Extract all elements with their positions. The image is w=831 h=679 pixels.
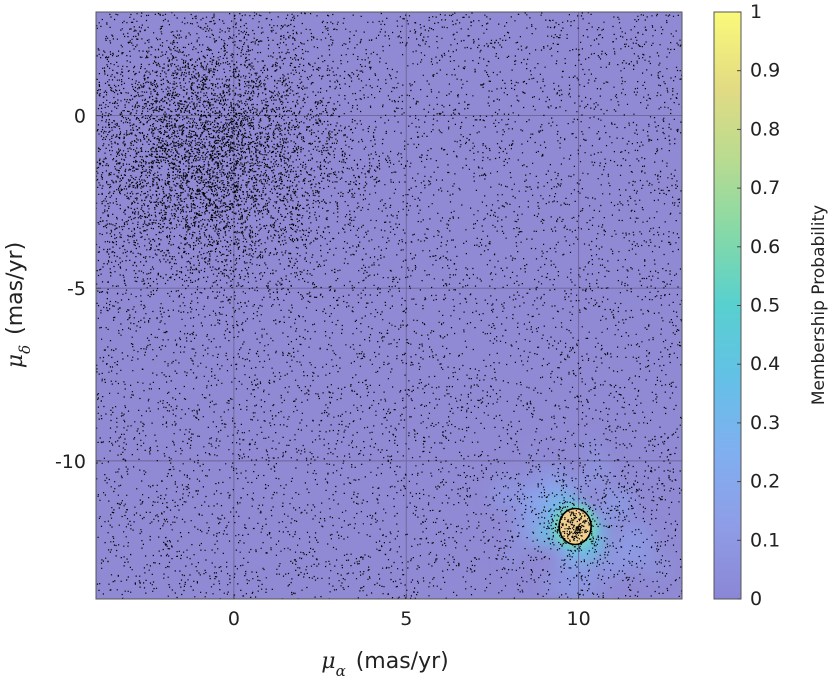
y-tick-label: -10 xyxy=(55,451,86,473)
colorbar-tick-label: 1 xyxy=(750,1,762,23)
colorbar-tick-label: 0.7 xyxy=(750,177,780,199)
y-tick-label: -5 xyxy=(67,278,86,300)
colorbar: 0 0.1 0.2 0.3 0.4 0.5 0.6 0.7 0.8 0.9 1 Membership… xyxy=(713,1,829,610)
cluster-contour xyxy=(558,507,592,546)
plot-area xyxy=(95,11,683,600)
colorbar-tick-label: 0 xyxy=(750,588,762,610)
x-tick-label: 10 xyxy=(566,608,590,630)
colorbar-tick-label: 0.1 xyxy=(750,529,780,551)
y-axis-ticks: 0 -5 -10 xyxy=(55,106,101,473)
x-axis-symbol: μ xyxy=(321,649,335,674)
x-axis-label: μα (mas/yr) xyxy=(321,649,448,679)
grid-lines xyxy=(96,12,682,599)
y-tick-label: 0 xyxy=(74,106,86,128)
colorbar-tick-label: 0.5 xyxy=(750,295,780,317)
x-tick-label: 5 xyxy=(400,608,412,630)
star-points xyxy=(96,12,682,599)
x-axis-subscript: α xyxy=(336,662,346,679)
plot-frame xyxy=(95,11,683,600)
colorbar-ticks: 0 0.1 0.2 0.3 0.4 0.5 0.6 0.7 0.8 0.9 1 xyxy=(737,1,780,610)
x-axis-units: (mas/yr) xyxy=(356,649,449,674)
colorbar-tick-label: 0.9 xyxy=(750,60,780,82)
y-axis-units: (mas/yr) xyxy=(3,242,28,335)
x-axis-ticks: 0 5 10 xyxy=(228,594,591,630)
colorbar-label: Membership Probability xyxy=(809,205,829,405)
y-axis-symbol: μ xyxy=(3,354,28,368)
colorbar-gradient xyxy=(713,11,742,600)
colorbar-tick-label: 0.4 xyxy=(750,353,780,375)
field-stars xyxy=(96,12,489,377)
y-axis-subscript: δ xyxy=(16,345,34,354)
y-axis-label: μδ (mas/yr) xyxy=(3,242,34,368)
colorbar-tick-label: 0.6 xyxy=(750,236,780,258)
colorbar-tick-label: 0.8 xyxy=(750,118,780,140)
membership-contour xyxy=(544,497,602,563)
colorbar-tick-label: 0.3 xyxy=(750,412,780,434)
x-tick-label: 0 xyxy=(228,608,240,630)
colorbar-tick-label: 0.2 xyxy=(750,471,780,493)
